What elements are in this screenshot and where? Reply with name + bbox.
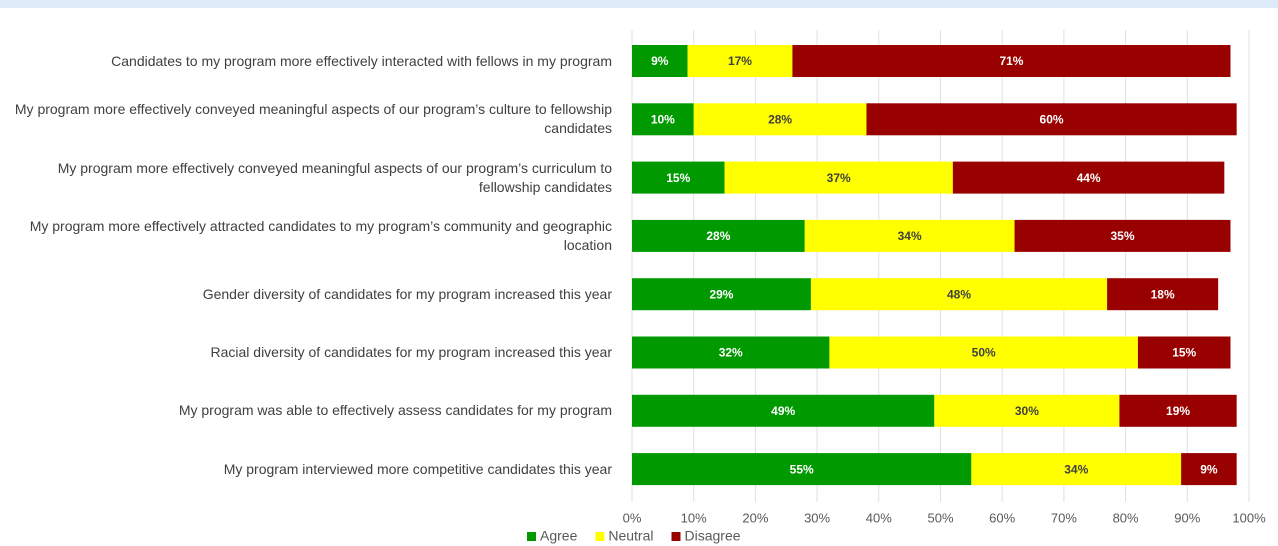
- data-label: 28%: [706, 229, 730, 243]
- legend-swatch: [671, 532, 681, 541]
- category-label: My program interviewed more competitive …: [223, 460, 612, 477]
- data-label: 15%: [666, 171, 690, 185]
- data-label: 10%: [651, 112, 675, 126]
- x-tick-label: 10%: [681, 510, 707, 525]
- x-tick-label: 70%: [1051, 510, 1077, 525]
- data-label: 71%: [999, 54, 1023, 68]
- data-label: 44%: [1077, 171, 1101, 185]
- x-tick-label: 90%: [1174, 510, 1200, 525]
- x-tick-label: 60%: [989, 510, 1015, 525]
- data-label: 9%: [1200, 462, 1218, 476]
- bar-segment: [971, 453, 1182, 486]
- x-tick-label: 40%: [866, 510, 892, 525]
- category-label: My program more effectively attracted ca…: [29, 217, 612, 253]
- bar-segment: [632, 278, 811, 311]
- x-tick-label: 100%: [1232, 510, 1266, 525]
- data-label: 55%: [790, 462, 814, 476]
- data-label: 30%: [1015, 404, 1039, 418]
- bar-segment: [1119, 394, 1237, 427]
- data-label: 29%: [709, 287, 733, 301]
- data-label: 49%: [771, 404, 795, 418]
- bar-segment: [724, 161, 953, 194]
- data-label: 18%: [1151, 287, 1175, 301]
- bar-segment: [632, 219, 805, 252]
- bar-segment: [632, 45, 688, 77]
- category-label: Gender diversity of candidates for my pr…: [202, 285, 612, 302]
- legend-label: Neutral: [608, 528, 653, 544]
- category-label: My program more effectively conveyed mea…: [57, 159, 612, 195]
- bar-segment: [632, 161, 725, 194]
- category-label: My program more effectively conveyed mea…: [14, 101, 612, 137]
- data-label: 32%: [719, 346, 743, 360]
- bar-segment: [792, 45, 1231, 77]
- x-tick-label: 20%: [742, 510, 768, 525]
- category-label: Racial diversity of candidates for my pr…: [210, 344, 612, 360]
- bar-segment: [687, 45, 793, 77]
- data-label: 50%: [972, 346, 996, 360]
- bar-segment: [952, 161, 1225, 194]
- bar-segment: [866, 103, 1237, 136]
- category-label: Candidates to my program more effectivel…: [111, 52, 612, 69]
- bar-segment: [632, 103, 694, 136]
- data-label: 28%: [768, 112, 792, 126]
- legend-label: Disagree: [685, 528, 741, 544]
- bar-segment: [632, 394, 935, 427]
- bar-segment: [632, 453, 972, 486]
- bar-segment: [804, 219, 1015, 252]
- data-label: 15%: [1172, 346, 1196, 360]
- data-label: 35%: [1110, 229, 1134, 243]
- bar-segment: [934, 394, 1120, 427]
- data-label: 34%: [898, 229, 922, 243]
- category-label: My program was able to effectively asses…: [178, 402, 612, 419]
- legend-swatch: [527, 532, 536, 541]
- bar-segment: [1181, 453, 1237, 486]
- data-label: 17%: [728, 54, 752, 68]
- data-label: 9%: [651, 54, 669, 68]
- bar-segment: [1107, 278, 1219, 311]
- bar-segment: [1014, 219, 1231, 252]
- legend-label: Agree: [540, 528, 578, 544]
- x-tick-label: 30%: [804, 510, 830, 525]
- bar-segment: [693, 103, 867, 136]
- data-label: 37%: [827, 171, 851, 185]
- x-tick-label: 80%: [1113, 510, 1139, 525]
- data-label: 34%: [1064, 462, 1088, 476]
- data-label: 60%: [1040, 112, 1064, 126]
- data-label: 48%: [947, 287, 971, 301]
- x-tick-label: 0%: [623, 510, 642, 525]
- bar-segment: [1137, 336, 1231, 369]
- bar-segment: [810, 278, 1108, 311]
- top-bar: [0, 0, 1278, 8]
- bar-segment: [632, 336, 830, 369]
- x-tick-label: 50%: [927, 510, 953, 525]
- bar-segment: [829, 336, 1138, 369]
- data-label: 19%: [1166, 404, 1190, 418]
- legend-swatch: [595, 532, 605, 541]
